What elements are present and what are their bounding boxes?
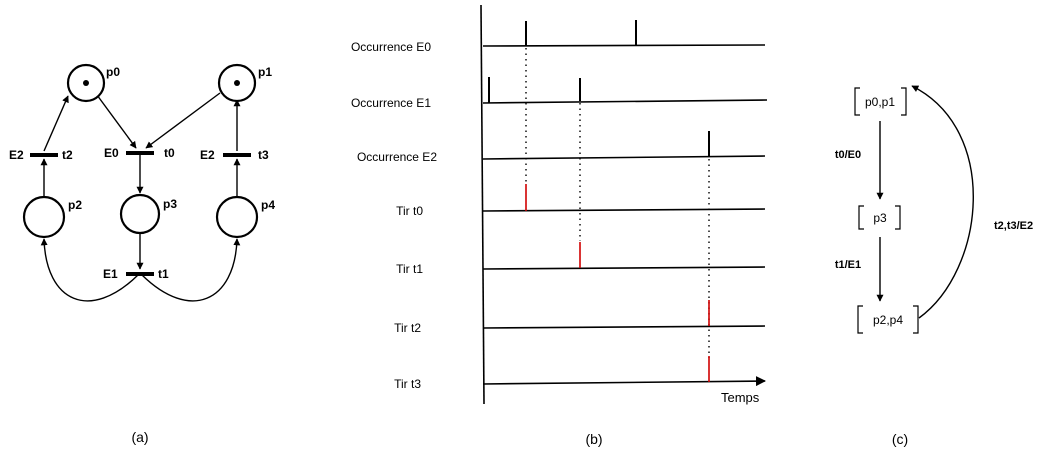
arc-p1-t0 (145, 92, 221, 149)
transition-t0-event: E0 (104, 146, 119, 160)
place-p1-label: p1 (258, 65, 272, 79)
state-p2-p4-label: p2,p4 (873, 313, 903, 327)
transition-t0: E0 t0 (104, 146, 175, 160)
row-label-occurrence-e1: Occurrence E1 (351, 96, 431, 110)
timeline-e0 (482, 44, 766, 47)
edge-s2-s0-label: t2,t3/E2 (994, 220, 1033, 232)
row-label-tir-t1: Tir t1 (396, 262, 423, 276)
transition-t1: E1 t1 (103, 267, 169, 281)
transition-t1-label: t1 (158, 267, 169, 281)
vertical-axis (480, 4, 485, 405)
caption-b: (b) (585, 431, 602, 447)
transition-t0-label: t0 (164, 146, 175, 160)
transition-t2-event: E2 (9, 148, 24, 162)
state-p2-p4: p2,p4 (857, 305, 919, 334)
place-p3: p3 (119, 193, 177, 235)
row-label-occurrence-e0: Occurrence E0 (351, 40, 431, 54)
place-p0-label: p0 (106, 65, 120, 79)
transition-t2: E2 t2 (9, 148, 73, 162)
place-p0: p0 (66, 63, 120, 103)
arc-t1-p2 (40, 238, 139, 302)
timeline-e1 (482, 99, 768, 104)
transition-t3-label: t3 (258, 148, 269, 162)
caption-a: (a) (131, 429, 148, 445)
timing-panel: Occurrence E0 Occurrence E1 Occurrence E… (351, 4, 768, 447)
place-p1: p1 (217, 63, 272, 103)
edge-s2-s0 (911, 85, 974, 319)
row-label-tir-t3: Tir t3 (394, 377, 421, 391)
arc-t2-p0 (43, 95, 69, 152)
transition-t3-event: E2 (200, 148, 215, 162)
transition-t3: E2 t3 (200, 148, 269, 162)
place-p4-label: p4 (261, 198, 275, 212)
transition-t2-label: t2 (62, 148, 73, 162)
state-p3: p3 (858, 205, 901, 230)
petri-net-panel: p0 p1 p2 p3 p4 E0 t0 E1 t1 (9, 63, 275, 445)
timeline-t2 (482, 325, 766, 329)
time-axis-label: Temps (721, 390, 760, 405)
state-p0-p1: p0,p1 (854, 87, 907, 116)
transition-t1-event: E1 (103, 267, 118, 281)
state-p0-p1-label: p0,p1 (865, 95, 895, 109)
place-p4: p4 (215, 195, 275, 239)
caption-c: (c) (892, 431, 908, 447)
place-p3-label: p3 (163, 197, 177, 211)
state-p3-label: p3 (873, 211, 887, 225)
place-p2-label: p2 (68, 198, 82, 212)
row-label-occurrence-e2: Occurrence E2 (357, 150, 437, 164)
timeline-t1 (482, 266, 766, 270)
row-label-tir-t0: Tir t0 (396, 204, 423, 218)
reachability-graph-panel: p0,p1 p3 p2,p4 t0/E0 t1/E1 t2,t3/E2 (c) (835, 85, 1033, 447)
arc-p0-t0 (96, 94, 137, 149)
row-label-tir-t2: Tir t2 (394, 321, 421, 335)
place-p2: p2 (22, 195, 82, 239)
timeline-t3-time-axis (482, 376, 766, 387)
timeline-t0 (482, 208, 766, 212)
edge-s1-s2-label: t1/E1 (835, 259, 861, 271)
edge-s0-s1-label: t0/E0 (835, 149, 861, 161)
timeline-e2 (482, 155, 766, 160)
arc-t1-p4 (141, 238, 241, 302)
